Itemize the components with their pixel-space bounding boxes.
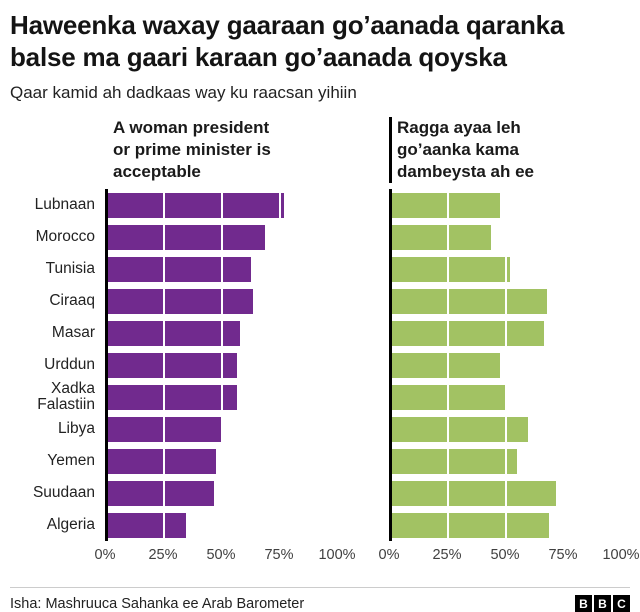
country-label: Lubnaan (34, 196, 95, 214)
chart-titles-row: A woman president or prime minister is a… (10, 117, 630, 184)
country-label: Ciraaq (49, 292, 95, 310)
bar (105, 224, 266, 250)
bar (389, 512, 550, 538)
country-label: Libya (57, 420, 95, 438)
bar (105, 256, 252, 282)
bar-row (389, 317, 621, 349)
bar-row (105, 445, 337, 477)
page-title: Haweenka waxay gaaraan go’aanada qaranka… (10, 10, 565, 72)
bar-row (105, 349, 337, 381)
right-chart-title: Ragga ayaa leh go’aanka kama dambeysta a… (389, 117, 621, 184)
country-label: Urddun (44, 356, 95, 374)
bar (105, 448, 217, 474)
bar-row (389, 413, 621, 445)
x-tick-label: 0% (94, 547, 116, 564)
x-tick-label: 75% (548, 547, 578, 564)
bbc-logo-letter: B (575, 595, 592, 612)
right-chart-x-axis: 0% 25% 50% 75% 100% (379, 545, 640, 571)
bar-row (389, 285, 621, 317)
country-label: Algeria (46, 516, 95, 534)
x-tick-label: 25% (148, 547, 178, 564)
gridline (163, 189, 165, 542)
x-tick-label: 50% (490, 547, 520, 564)
bar (389, 416, 529, 442)
bar (389, 192, 501, 218)
country-label: Xadka Falastiin (37, 380, 95, 414)
bar (389, 224, 492, 250)
bar (105, 288, 254, 314)
bar (105, 480, 215, 506)
country-label: Morocco (35, 228, 95, 246)
bar-row (389, 509, 621, 541)
bar-row (105, 317, 337, 349)
y-axis-line (105, 189, 108, 542)
right-chart: 0% 25% 50% 75% 100% (379, 189, 640, 571)
x-tick-label: 50% (206, 547, 236, 564)
country-label: Tunisia (45, 260, 95, 278)
gridline (563, 189, 565, 542)
right-chart-plot (389, 189, 621, 542)
x-tick-label: 100% (318, 547, 356, 564)
bar-row (105, 381, 337, 413)
x-tick-label: 25% (432, 547, 462, 564)
country-label: Suudaan (32, 484, 95, 502)
bar-row (105, 253, 337, 285)
bar-row (105, 189, 337, 221)
bar-row (389, 477, 621, 509)
charts-row: Lubnaan Morocco Tunisia Ciraaq Masar Urddun Xa… (10, 189, 640, 571)
bar (105, 512, 187, 538)
left-chart-x-axis: 0% 25% 50% 75% 100% (95, 545, 356, 571)
bar (105, 384, 238, 410)
x-tick-label: 75% (264, 547, 294, 564)
country-label: Masar (51, 324, 95, 342)
source-credit: Isha: Mashruuca Sahanka ee Arab Baromete… (10, 595, 305, 612)
bar (105, 320, 240, 346)
bar (389, 320, 545, 346)
bar-row (389, 253, 621, 285)
country-label: Yemen (47, 452, 95, 470)
bar (389, 480, 557, 506)
y-axis-line (389, 189, 392, 542)
left-chart: 0% 25% 50% 75% 100% (95, 189, 356, 571)
bar-row (389, 189, 621, 221)
gridline (505, 189, 507, 542)
gridline (447, 189, 449, 542)
bar (105, 352, 238, 378)
bar (389, 256, 510, 282)
bbc-logo-letter: B (594, 595, 611, 612)
x-tick-label: 0% (378, 547, 400, 564)
bar-row (105, 509, 337, 541)
bar-row (105, 477, 337, 509)
bar (389, 288, 547, 314)
bar-row (389, 221, 621, 253)
page-subtitle: Qaar kamid ah dadkaas way ku raacsan yih… (10, 83, 357, 103)
footer: Isha: Mashruuca Sahanka ee Arab Baromete… (10, 587, 630, 612)
gridline (221, 189, 223, 542)
bar-row (389, 349, 621, 381)
country-labels-column: Lubnaan Morocco Tunisia Ciraaq Masar Urddun Xa… (10, 189, 105, 541)
gridline (279, 189, 281, 542)
left-chart-title: A woman president or prime minister is a… (113, 118, 271, 181)
bar-row (389, 445, 621, 477)
bar (105, 192, 284, 218)
left-chart-plot (105, 189, 337, 542)
bar (389, 352, 501, 378)
bar-row (105, 285, 337, 317)
bbc-logo-letter: C (613, 595, 630, 612)
x-tick-label: 100% (602, 547, 640, 564)
bar (389, 448, 517, 474)
bar-row (105, 221, 337, 253)
